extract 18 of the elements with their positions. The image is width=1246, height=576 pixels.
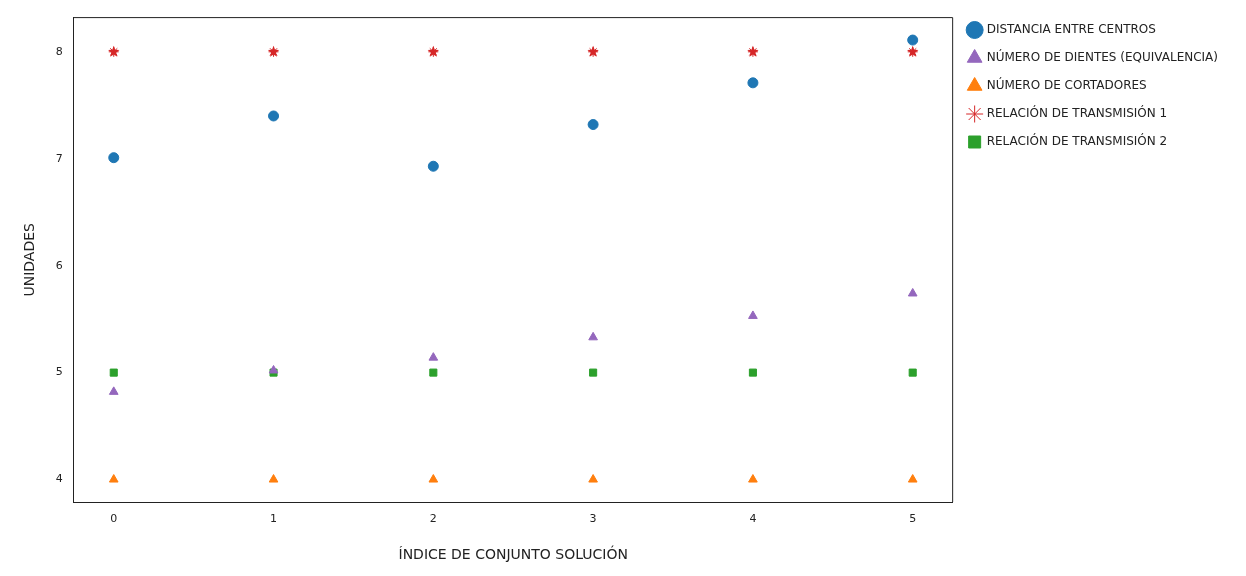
legend-label: RELACIÓN DE TRANSMISIÓN 1	[986, 105, 1168, 121]
x-axis-title: ÍNDICE DE CONJUNTO SOLUCIÓN	[398, 545, 628, 563]
y-tick-label: 4	[55, 472, 63, 486]
legend-label: NÚMERO DE DIENTES (EQUIVALENCIA)	[986, 49, 1219, 65]
x-tick-label: 5	[909, 512, 917, 526]
x-tick-label: 2	[429, 512, 437, 526]
x-tick-label: 4	[749, 512, 757, 526]
legend-label: DISTANCIA ENTRE CENTROS	[986, 22, 1156, 37]
legend-label: NÚMERO DE CORTADORES	[986, 77, 1147, 93]
y-tick-label: 5	[55, 365, 63, 379]
legend-label: RELACIÓN DE TRANSMISIÓN 2	[986, 133, 1168, 149]
x-tick-label: 1	[270, 512, 278, 526]
y-axis-title: UNIDADES	[21, 222, 38, 297]
y-tick-label: 8	[55, 44, 63, 58]
x-tick-label: 3	[589, 512, 597, 526]
y-tick-label: 6	[55, 258, 63, 272]
x-tick-label: 0	[110, 512, 118, 526]
y-tick-label: 7	[55, 151, 63, 165]
